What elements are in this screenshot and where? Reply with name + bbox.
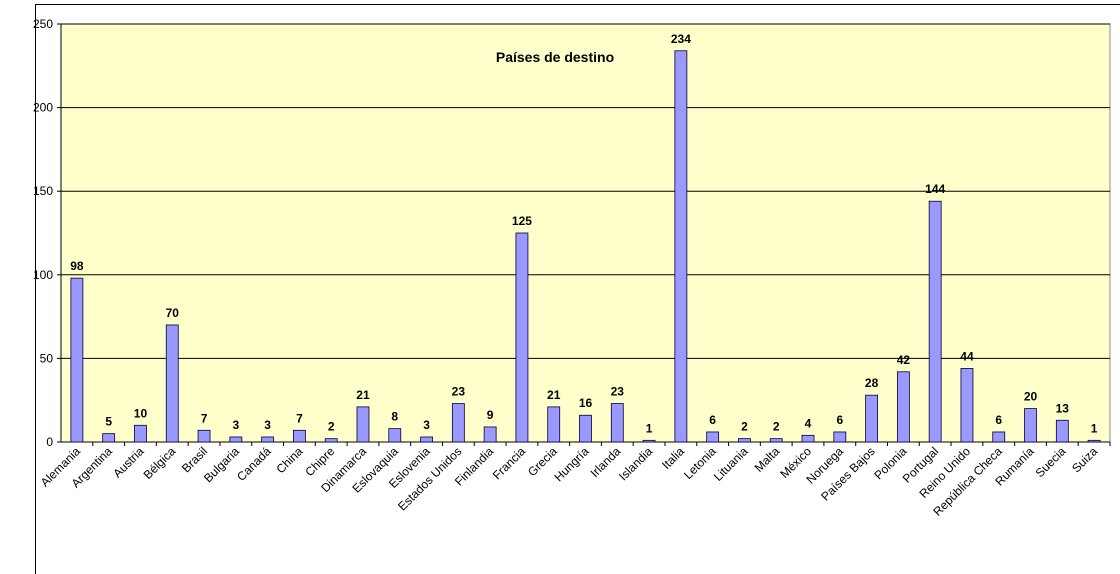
- bar: [388, 428, 402, 443]
- value-label: 2: [328, 420, 335, 434]
- bar: [674, 50, 688, 443]
- bar: [865, 394, 878, 443]
- value-label: 7: [201, 411, 208, 425]
- y-tick-label: 150: [33, 184, 53, 198]
- value-label: 13: [1056, 401, 1070, 415]
- bar: [706, 431, 720, 443]
- bar: [960, 368, 974, 443]
- plot-area: [60, 23, 1111, 443]
- x-tick-label: Hungría: [552, 444, 592, 484]
- value-label: 23: [611, 385, 625, 399]
- x-tick-label: China: [273, 444, 305, 476]
- bar: [1087, 439, 1101, 443]
- bar: [610, 403, 624, 443]
- bar: [801, 434, 815, 443]
- y-tick-label: 50: [40, 351, 54, 365]
- bar: [769, 438, 783, 443]
- bar: [261, 436, 275, 443]
- x-tick-label: Lituania: [711, 444, 751, 484]
- value-label: 10: [134, 406, 148, 420]
- value-label: 42: [897, 353, 911, 367]
- bar: [579, 414, 592, 443]
- value-label: 28: [865, 376, 879, 390]
- y-tick-label: 0: [46, 435, 53, 449]
- x-tick-label: Austria: [110, 444, 147, 481]
- value-label: 20: [1024, 390, 1038, 404]
- bar: [165, 324, 179, 443]
- bar: [70, 277, 84, 443]
- bar: [293, 429, 306, 443]
- value-label: 21: [356, 388, 370, 402]
- bar: [1055, 419, 1069, 443]
- value-label: 3: [264, 418, 271, 432]
- value-label: 234: [671, 32, 691, 46]
- value-label: 1: [646, 421, 653, 435]
- bar: [738, 438, 751, 443]
- y-tick-label: 100: [33, 268, 53, 282]
- value-label: 16: [579, 396, 593, 410]
- bar: [833, 431, 847, 443]
- x-tick-label: Suecia: [1033, 444, 1069, 480]
- value-label: 4: [805, 416, 812, 430]
- bar: [420, 436, 433, 443]
- bar: [356, 406, 370, 443]
- value-label: 70: [166, 306, 180, 320]
- bar: [515, 232, 529, 443]
- bar: [483, 426, 497, 443]
- bar: [547, 406, 561, 443]
- x-tick-label: Francia: [490, 444, 528, 482]
- value-label: 98: [70, 259, 84, 273]
- bar: [1024, 408, 1037, 443]
- bar: [102, 433, 116, 443]
- value-label: 9: [487, 408, 494, 422]
- bar: [992, 431, 1006, 443]
- bar: [324, 438, 338, 443]
- bar: [642, 439, 656, 443]
- bar: [928, 200, 942, 443]
- x-tick-label: Suiza: [1069, 444, 1100, 475]
- chart-title: Países de destino: [496, 49, 614, 65]
- value-label: 44: [960, 349, 974, 363]
- y-tick-label: 250: [33, 17, 53, 31]
- value-label: 3: [423, 418, 430, 432]
- value-label: 7: [296, 411, 303, 425]
- x-tick-label: Bulgaria: [201, 444, 242, 485]
- value-label: 6: [995, 413, 1002, 427]
- y-tick-label: 200: [33, 101, 53, 115]
- value-label: 6: [709, 413, 716, 427]
- value-label: 21: [547, 388, 561, 402]
- x-tick-label: Islandia: [616, 444, 655, 483]
- x-tick-label: Canadá: [234, 444, 274, 484]
- x-tick-label: Bélgica: [141, 444, 179, 482]
- value-label: 8: [391, 410, 398, 424]
- bar: [134, 424, 147, 443]
- value-label: 3: [232, 418, 239, 432]
- value-label: 5: [105, 415, 112, 429]
- x-tick-label: Italia: [659, 444, 687, 472]
- value-label: 1: [1091, 421, 1098, 435]
- value-label: 2: [741, 420, 748, 434]
- value-label: 125: [512, 214, 532, 228]
- bar: [451, 403, 465, 443]
- value-label: 2: [773, 420, 780, 434]
- bar: [896, 371, 910, 443]
- bar: [229, 436, 243, 443]
- value-label: 23: [452, 385, 466, 399]
- value-label: 144: [925, 182, 945, 196]
- value-label: 6: [836, 413, 843, 427]
- bar: [197, 429, 211, 443]
